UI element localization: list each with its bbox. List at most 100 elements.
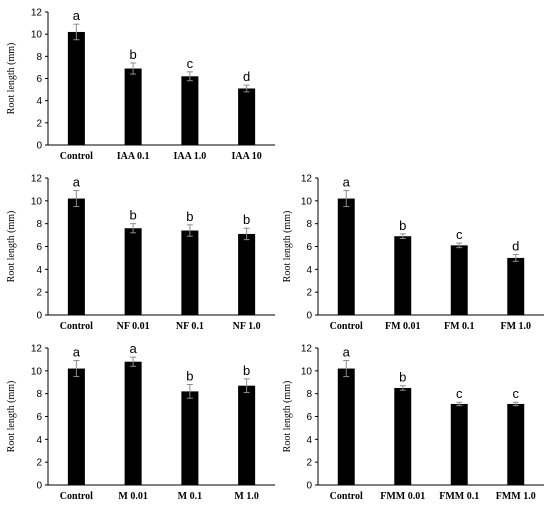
x-tick-label: Control — [60, 151, 93, 162]
bar — [394, 387, 412, 485]
y-tick-label: 0 — [36, 481, 42, 492]
bar — [67, 198, 85, 315]
y-tick-label: 8 — [36, 52, 42, 63]
significance-letter: a — [73, 175, 81, 190]
y-tick-label: 6 — [36, 412, 42, 423]
x-tick-label: FM 1.0 — [500, 321, 531, 332]
bar — [124, 68, 142, 145]
x-tick-label: IAA 10 — [231, 151, 261, 162]
y-tick-label: 10 — [31, 366, 43, 377]
y-tick-label: 10 — [301, 196, 313, 207]
significance-letter: b — [186, 209, 193, 224]
y-tick-label: 0 — [36, 141, 42, 152]
y-tick-label: 4 — [36, 96, 42, 107]
significance-letter: a — [343, 345, 351, 360]
y-axis-title: Root length (mm) — [6, 211, 17, 283]
x-tick-label: NF 0.1 — [176, 321, 204, 332]
significance-letter: a — [73, 345, 81, 360]
y-tick-label: 12 — [31, 174, 43, 185]
bar — [67, 31, 85, 146]
bar — [238, 385, 256, 485]
y-tick-label: 12 — [31, 8, 43, 19]
bar — [181, 230, 199, 315]
chart-1: 0 2 4 6 8 10 12 Root length (mm) a Control b IAA 0.… — [6, 8, 275, 162]
bar — [337, 368, 355, 485]
significance-letter: a — [130, 341, 138, 356]
y-tick-label: 8 — [306, 219, 312, 230]
chart-2: 0 2 4 6 8 10 12 Root length (mm) a Control b NF 0.0… — [6, 174, 275, 332]
x-tick-label: IAA 1.0 — [173, 151, 206, 162]
y-axis-title: Root length (mm) — [282, 381, 293, 453]
y-tick-label: 4 — [36, 435, 42, 446]
x-tick-label: M 1.0 — [234, 491, 258, 502]
significance-letter: b — [130, 47, 137, 62]
significance-letter: d — [243, 69, 250, 84]
bar — [450, 403, 468, 485]
bar — [124, 361, 142, 485]
y-axis-title: Root length (mm) — [282, 211, 293, 283]
x-tick-label: FMM 0.1 — [439, 491, 479, 502]
x-tick-label: Control — [330, 491, 363, 502]
significance-letter: b — [186, 369, 193, 384]
y-tick-label: 6 — [306, 412, 312, 423]
bar — [450, 245, 468, 315]
y-tick-label: 2 — [36, 288, 42, 299]
bar — [67, 368, 85, 485]
y-tick-label: 6 — [36, 242, 42, 253]
bar — [124, 228, 142, 315]
y-tick-label: 12 — [31, 344, 43, 355]
bar — [238, 88, 256, 145]
y-tick-label: 0 — [306, 311, 312, 322]
bar — [507, 257, 525, 315]
x-tick-label: M 0.1 — [178, 491, 202, 502]
y-tick-label: 8 — [306, 389, 312, 400]
significance-letter: b — [243, 363, 250, 378]
significance-letter: a — [343, 175, 351, 190]
y-tick-label: 6 — [306, 242, 312, 253]
bar — [507, 403, 525, 485]
y-tick-label: 12 — [301, 344, 313, 355]
bar — [181, 391, 199, 485]
chart-3: 0 2 4 6 8 10 12 Root length (mm) a Control b FM 0.0… — [282, 174, 544, 332]
bar — [181, 76, 199, 145]
bar — [337, 198, 355, 315]
y-tick-label: 2 — [36, 458, 42, 469]
chart-5: 0 2 4 6 8 10 12 Root length (mm) a Control b FMM 0.… — [282, 344, 544, 502]
significance-letter: c — [513, 386, 520, 401]
significance-letter: b — [399, 218, 406, 233]
x-tick-label: FM 0.01 — [385, 321, 421, 332]
x-tick-label: NF 1.0 — [233, 321, 261, 332]
y-tick-label: 2 — [306, 458, 312, 469]
x-tick-label: Control — [330, 321, 363, 332]
significance-letter: a — [73, 8, 81, 23]
y-tick-label: 2 — [306, 288, 312, 299]
x-tick-label: M 0.01 — [118, 491, 147, 502]
y-tick-label: 4 — [36, 265, 42, 276]
x-tick-label: IAA 0.1 — [117, 151, 150, 162]
y-tick-label: 0 — [36, 311, 42, 322]
y-tick-label: 8 — [36, 219, 42, 230]
x-tick-label: Control — [60, 321, 93, 332]
x-tick-label: NF 0.01 — [117, 321, 150, 332]
y-axis-title: Root length (mm) — [6, 381, 17, 453]
significance-letter: b — [130, 208, 137, 223]
y-tick-label: 10 — [31, 196, 43, 207]
significance-letter: c — [456, 227, 463, 242]
y-tick-label: 6 — [36, 74, 42, 85]
significance-letter: c — [456, 386, 463, 401]
x-tick-label: FMM 1.0 — [496, 491, 536, 502]
y-tick-label: 0 — [306, 481, 312, 492]
chart-4: 0 2 4 6 8 10 12 Root length (mm) a Control a M 0.01… — [6, 341, 275, 502]
x-tick-label: FM 0.1 — [444, 321, 475, 332]
y-tick-label: 8 — [36, 389, 42, 400]
significance-letter: b — [399, 370, 406, 385]
y-tick-label: 2 — [36, 118, 42, 129]
significance-letter: b — [243, 212, 250, 227]
y-axis-title: Root length (mm) — [6, 43, 17, 115]
bar — [394, 236, 412, 315]
y-tick-label: 10 — [301, 366, 313, 377]
y-tick-label: 4 — [306, 435, 312, 446]
bar — [238, 233, 256, 315]
x-tick-label: FMM 0.01 — [380, 491, 425, 502]
